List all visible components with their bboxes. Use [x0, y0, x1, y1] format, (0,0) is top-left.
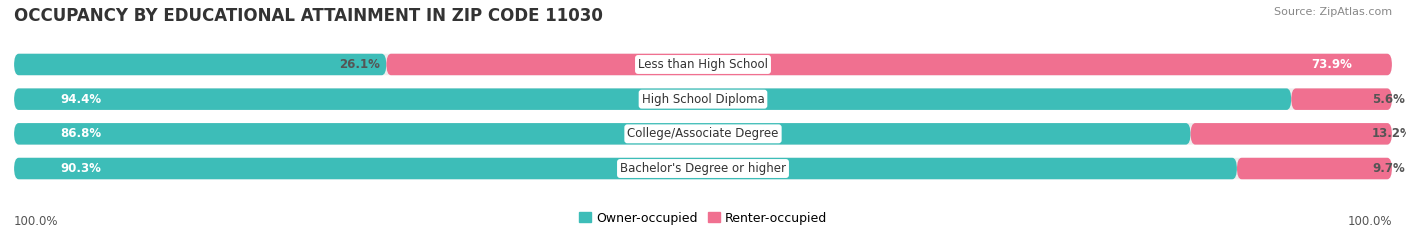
Text: 94.4%: 94.4%: [60, 93, 101, 106]
Text: Source: ZipAtlas.com: Source: ZipAtlas.com: [1274, 7, 1392, 17]
Text: 5.6%: 5.6%: [1372, 93, 1405, 106]
Text: 73.9%: 73.9%: [1312, 58, 1353, 71]
Text: 100.0%: 100.0%: [1347, 215, 1392, 228]
Text: 90.3%: 90.3%: [60, 162, 101, 175]
FancyBboxPatch shape: [1191, 123, 1392, 145]
Text: College/Associate Degree: College/Associate Degree: [627, 127, 779, 140]
Text: 86.8%: 86.8%: [60, 127, 101, 140]
Text: High School Diploma: High School Diploma: [641, 93, 765, 106]
Text: 26.1%: 26.1%: [339, 58, 380, 71]
FancyBboxPatch shape: [1237, 158, 1392, 179]
FancyBboxPatch shape: [14, 123, 1191, 145]
FancyBboxPatch shape: [14, 158, 1392, 179]
FancyBboxPatch shape: [387, 54, 1392, 75]
Text: 9.7%: 9.7%: [1372, 162, 1405, 175]
Text: Less than High School: Less than High School: [638, 58, 768, 71]
Text: Bachelor's Degree or higher: Bachelor's Degree or higher: [620, 162, 786, 175]
FancyBboxPatch shape: [14, 158, 1237, 179]
Text: 100.0%: 100.0%: [14, 215, 59, 228]
FancyBboxPatch shape: [14, 54, 1392, 75]
Text: 13.2%: 13.2%: [1372, 127, 1406, 140]
FancyBboxPatch shape: [14, 88, 1291, 110]
FancyBboxPatch shape: [14, 88, 1392, 110]
Text: OCCUPANCY BY EDUCATIONAL ATTAINMENT IN ZIP CODE 11030: OCCUPANCY BY EDUCATIONAL ATTAINMENT IN Z…: [14, 7, 603, 25]
FancyBboxPatch shape: [1291, 88, 1392, 110]
Legend: Owner-occupied, Renter-occupied: Owner-occupied, Renter-occupied: [574, 206, 832, 230]
FancyBboxPatch shape: [14, 123, 1392, 145]
FancyBboxPatch shape: [14, 54, 387, 75]
